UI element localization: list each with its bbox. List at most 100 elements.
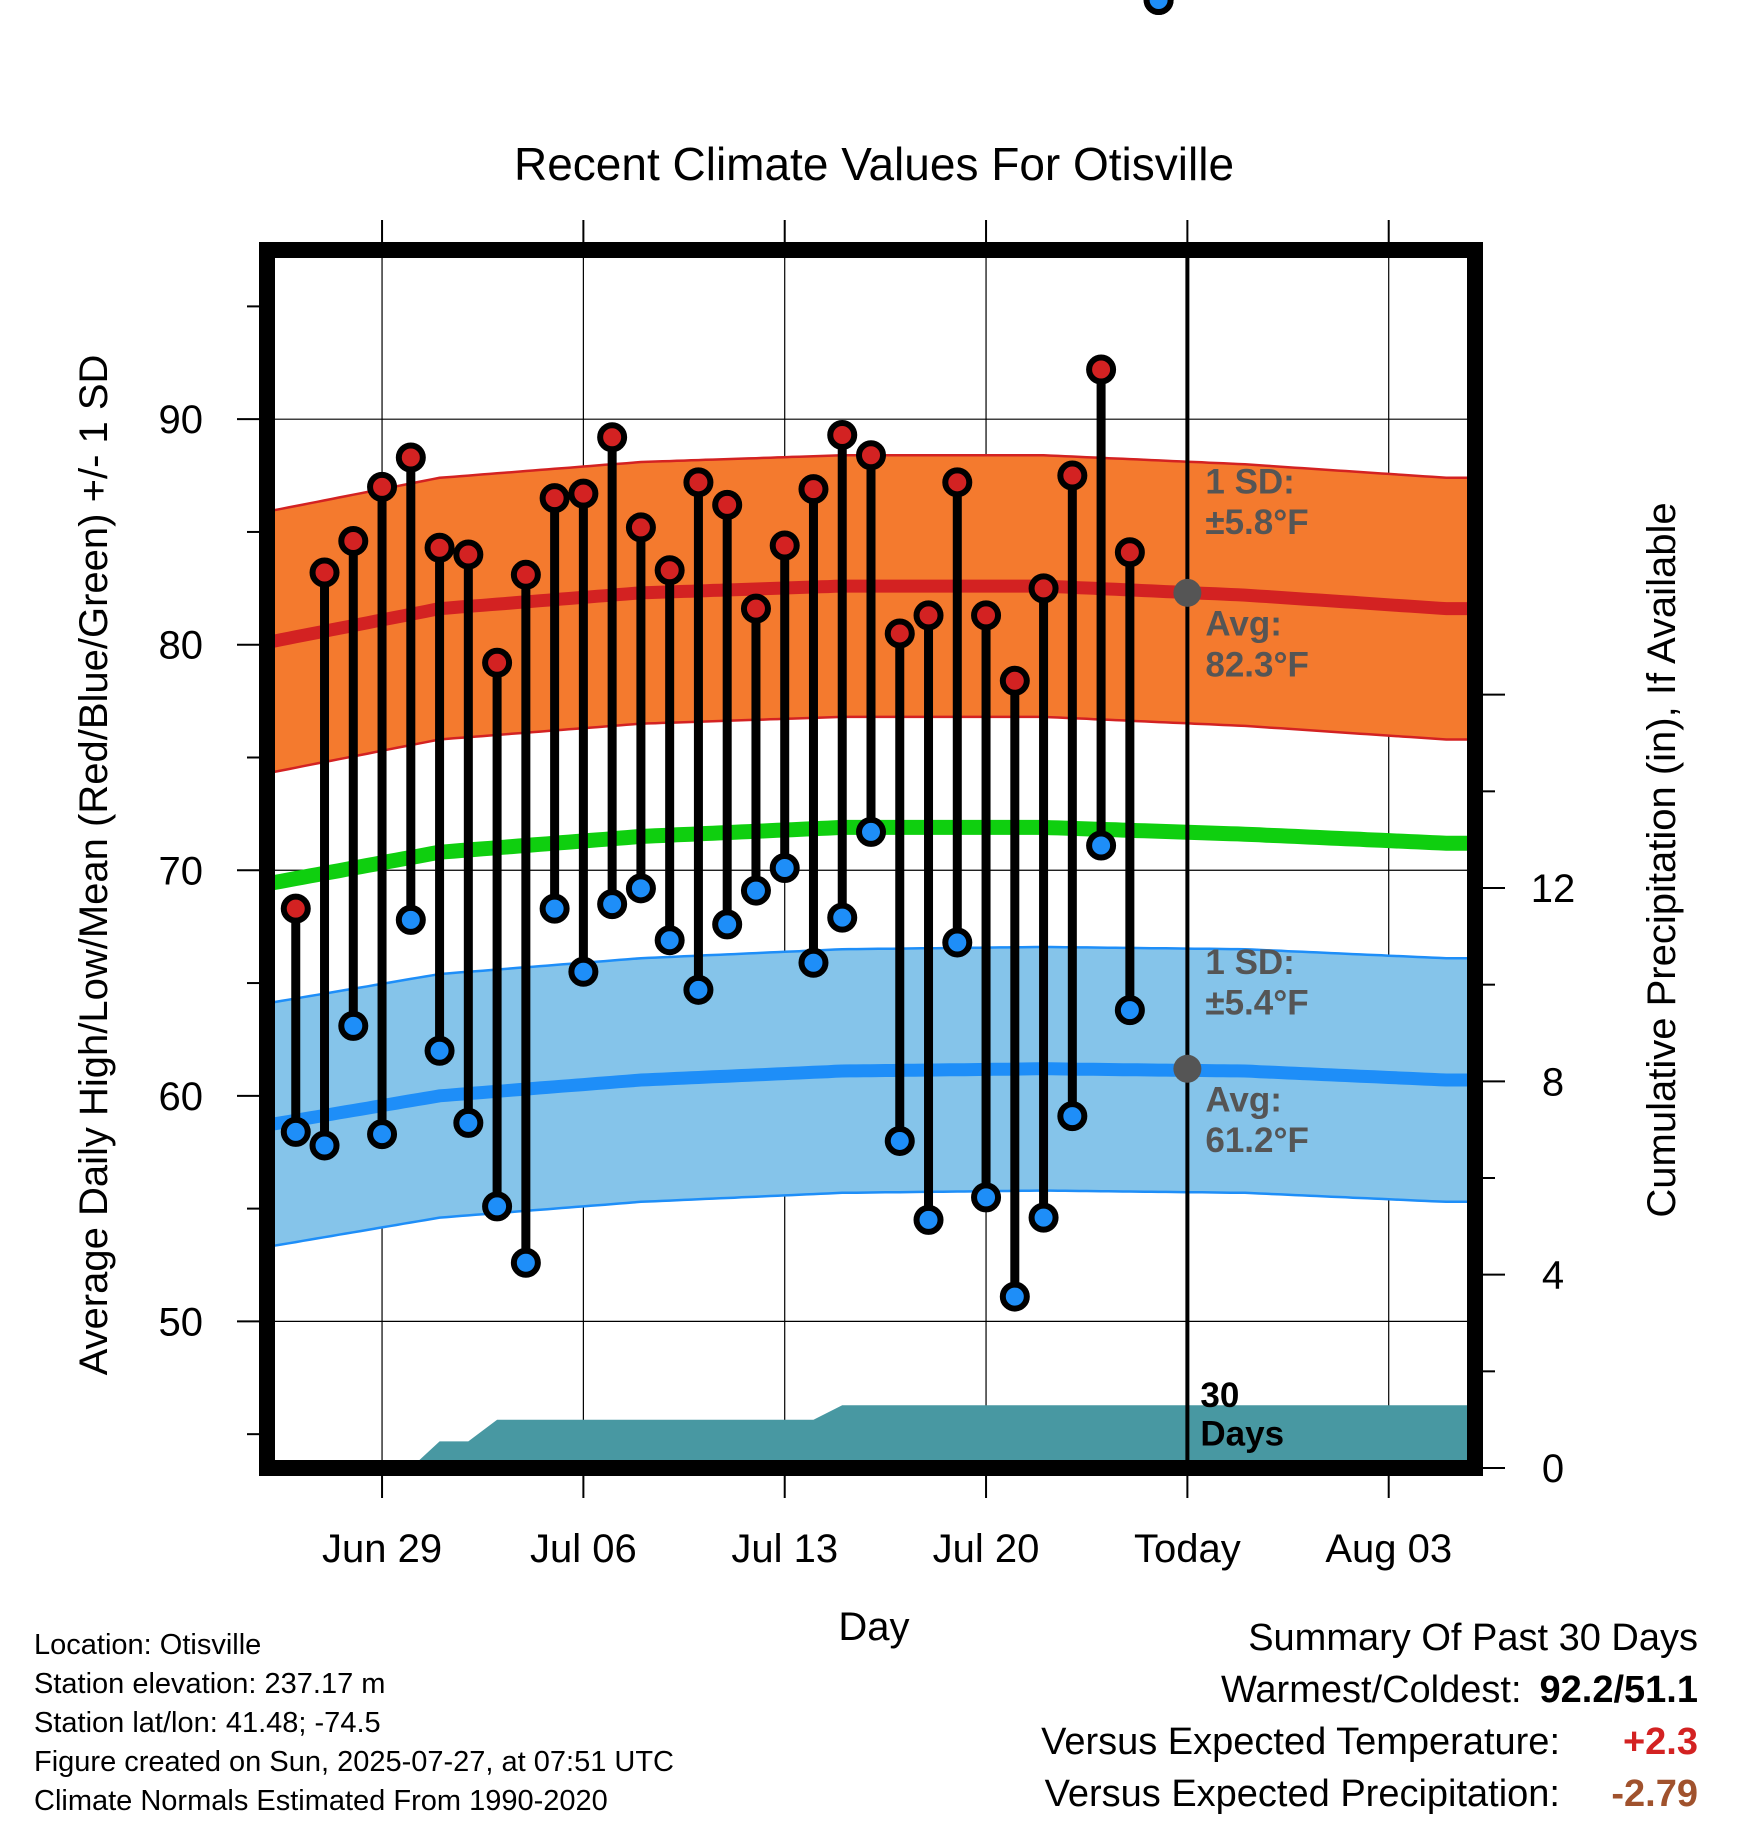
low-point xyxy=(942,927,973,958)
high-point xyxy=(999,665,1030,696)
high-point xyxy=(942,467,973,498)
normals-text: Climate Normals Estimated From 1990-2020 xyxy=(34,1785,608,1817)
low-point xyxy=(1143,0,1174,15)
high-point xyxy=(338,525,369,556)
precip-area xyxy=(295,1405,1475,1468)
high-point xyxy=(1114,537,1145,568)
low-point xyxy=(769,853,800,884)
high-point xyxy=(482,647,513,678)
high-point xyxy=(740,593,771,624)
high-point xyxy=(568,478,599,509)
high-point xyxy=(625,512,656,543)
y2-tick-label: 12 xyxy=(1531,867,1576,911)
low-point xyxy=(654,925,685,956)
x-tick-label: Jul 06 xyxy=(530,1527,637,1571)
high-point xyxy=(367,471,398,502)
high-point xyxy=(913,600,944,631)
temp-value: +2.3 xyxy=(1622,1721,1698,1763)
high-point xyxy=(798,474,829,505)
high-point xyxy=(395,442,426,473)
low-point xyxy=(424,1035,455,1066)
summary-precip: Versus Expected Precipitation: -2.79 xyxy=(1041,1768,1698,1820)
low-avg-label: Avg: xyxy=(1205,1081,1281,1120)
created-text: Figure created on Sun, 2025-07-27, at 07… xyxy=(34,1746,674,1778)
low-point xyxy=(913,1204,944,1235)
low-point xyxy=(1114,995,1145,1026)
low-point xyxy=(367,1119,398,1150)
low-point xyxy=(453,1107,484,1138)
warmest-coldest-label: Warmest/Coldest: xyxy=(1220,1669,1522,1711)
high-point xyxy=(654,555,685,586)
summary-panel: Summary Of Past 30 Days Warmest/Coldest:… xyxy=(1041,1612,1698,1820)
warmest-coldest-value: 92.2/51.1 xyxy=(1539,1669,1698,1711)
high-avg-label: Avg: xyxy=(1205,605,1281,644)
y-tick-label: 80 xyxy=(159,624,204,668)
latlon-text: Station lat/lon: 41.48; -74.5 xyxy=(34,1707,381,1739)
low-point xyxy=(625,873,656,904)
low-point xyxy=(856,816,886,847)
high-point xyxy=(769,530,800,561)
low-point xyxy=(482,1191,513,1222)
low-point xyxy=(510,1247,541,1278)
low-point xyxy=(884,1125,915,1156)
high-sd-label: 1 SD: xyxy=(1205,463,1294,502)
today-avg-high-marker xyxy=(1173,578,1202,607)
low-point xyxy=(740,875,771,906)
high-point xyxy=(280,893,311,924)
low-point xyxy=(1086,830,1117,861)
x-axis-label: Day xyxy=(838,1605,909,1649)
high-point xyxy=(971,600,1002,631)
elevation-text: Station elevation: 237.17 m xyxy=(34,1668,386,1700)
low-point xyxy=(683,974,714,1005)
low-point xyxy=(568,956,599,987)
period-label-number: 30 xyxy=(1200,1376,1239,1415)
plot-frame xyxy=(259,242,1483,1476)
precip-label: Versus Expected Precipitation: xyxy=(1044,1773,1560,1815)
y2-tick-label: 8 xyxy=(1542,1060,1564,1104)
y-tick-label: 70 xyxy=(159,849,204,893)
high-point xyxy=(884,618,915,649)
station-info: Location: Otisville Station elevation: 2… xyxy=(34,1626,674,1821)
y2-tick-label: 0 xyxy=(1542,1447,1564,1491)
plot-area xyxy=(267,250,1475,1468)
temp-label: Versus Expected Temperature: xyxy=(1041,1721,1560,1763)
high-sd-value: ±5.8°F xyxy=(1205,503,1308,542)
x-tick-label: Today xyxy=(1134,1527,1241,1571)
low-point xyxy=(395,904,426,935)
low-avg-value: 61.2°F xyxy=(1205,1121,1309,1160)
x-tick-label: Jun 29 xyxy=(322,1527,442,1571)
low-point xyxy=(539,893,570,924)
today-avg-low-marker xyxy=(1173,1054,1202,1083)
low-point xyxy=(280,1116,311,1147)
x-tick-label: Aug 03 xyxy=(1325,1527,1452,1571)
low-point xyxy=(338,1010,369,1041)
low-point xyxy=(1028,1202,1059,1233)
location-text: Location: Otisville xyxy=(34,1629,262,1661)
low-point xyxy=(999,1281,1030,1312)
period-label-unit: Days xyxy=(1200,1414,1284,1453)
y-tick-label: 90 xyxy=(159,398,204,442)
y2-axis-label: Cumulative Precipitation (in), If Availa… xyxy=(1640,502,1684,1217)
summary-warmest-coldest: Warmest/Coldest: 92.2/51.1 xyxy=(1041,1664,1698,1716)
high-point xyxy=(539,483,570,514)
high-point xyxy=(424,532,455,563)
precip-value: -2.79 xyxy=(1611,1773,1698,1815)
high-point xyxy=(453,539,484,570)
low-point xyxy=(309,1130,340,1161)
high-point xyxy=(1028,573,1059,604)
high-point xyxy=(510,559,541,590)
high-point xyxy=(1057,460,1088,491)
x-tick-label: Jul 13 xyxy=(731,1527,838,1571)
y-tick-label: 50 xyxy=(159,1300,204,1344)
high-point xyxy=(683,467,714,498)
low-point xyxy=(971,1182,1002,1213)
summary-temp: Versus Expected Temperature: +2.3 xyxy=(1041,1716,1698,1768)
high-point xyxy=(856,440,886,471)
low-sd-label: 1 SD: xyxy=(1205,943,1294,982)
high-point xyxy=(597,422,628,453)
low-point xyxy=(597,889,628,920)
low-sd-value: ±5.4°F xyxy=(1205,984,1308,1023)
low-point xyxy=(712,909,743,940)
y2-tick-label: 4 xyxy=(1542,1254,1564,1298)
